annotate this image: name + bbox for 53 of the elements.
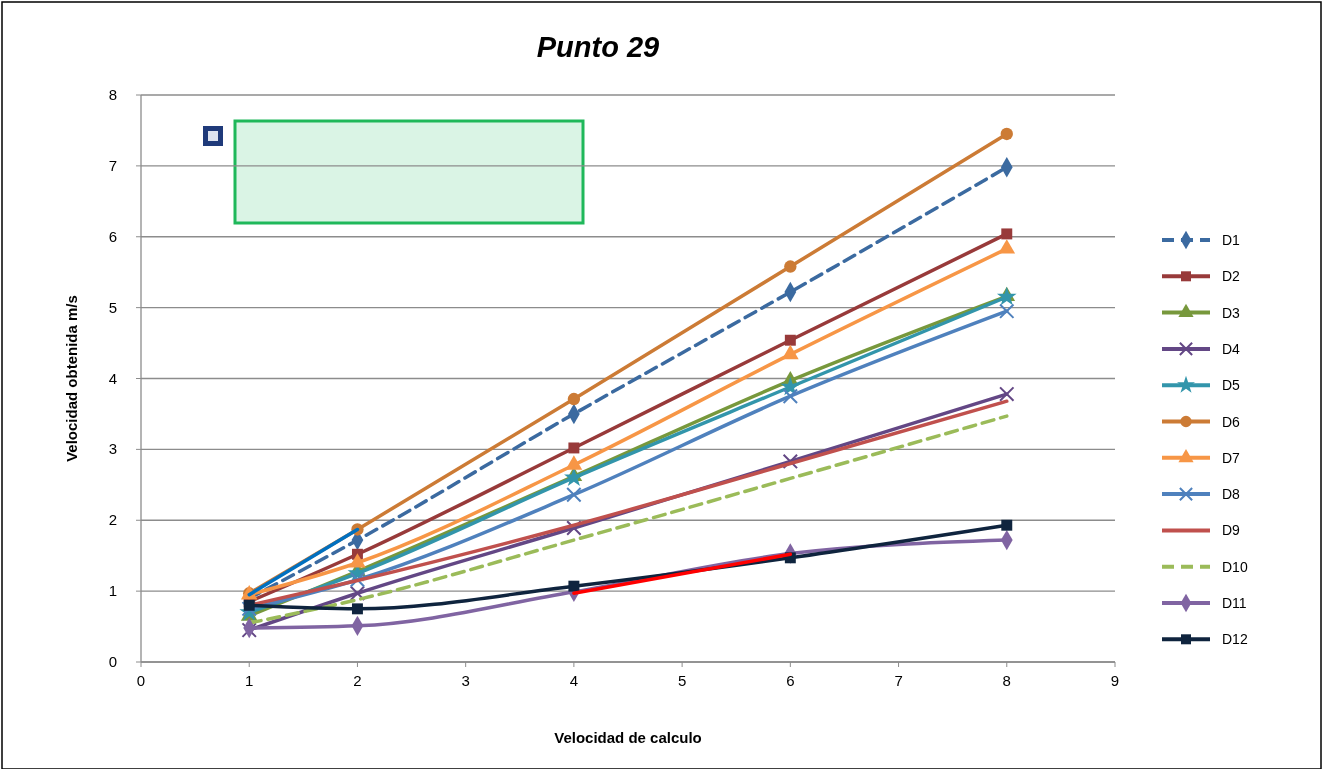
legend-label: D8 [1222, 486, 1241, 503]
point [784, 334, 796, 346]
y-tick-label: 4 [108, 369, 117, 387]
y-tick-label: 8 [108, 86, 117, 103]
legend-label: D3 [1222, 304, 1241, 321]
y-tick-label: 6 [108, 227, 117, 245]
y-tick-label: 7 [108, 156, 117, 174]
y-axis-title: Velocidad obtenida m/s [63, 295, 80, 462]
y-tick-label: 1 [108, 582, 117, 600]
point [351, 603, 363, 615]
legend-label: D4 [1222, 340, 1241, 357]
legend-label: D12 [1222, 631, 1248, 648]
point [1001, 228, 1013, 240]
x-tick-label: 9 [1110, 672, 1120, 689]
x-tick-label: 3 [461, 672, 470, 689]
y-tick-label: 0 [108, 653, 117, 670]
x-axis-title: Velocidad de calculo [554, 729, 702, 746]
chart-title: Punto 29 [536, 31, 660, 63]
point [1000, 127, 1013, 141]
point [568, 442, 580, 454]
point [999, 303, 1015, 319]
legend-label: D6 [1222, 413, 1241, 430]
point [1001, 519, 1013, 531]
point [349, 585, 366, 601]
x-tick-label: 1 [245, 672, 254, 689]
point [564, 467, 584, 487]
y-tick-label: 2 [108, 511, 117, 529]
point [566, 520, 582, 536]
point [567, 392, 581, 406]
y-tick-label: 5 [108, 298, 117, 316]
x-tick-label: 8 [1002, 672, 1011, 689]
point [566, 487, 582, 503]
legend-label: D11 [1222, 595, 1247, 611]
point [999, 386, 1015, 402]
x-tick-label: 7 [894, 672, 903, 689]
x-tick-label: 5 [677, 672, 687, 689]
x-tick-label: 2 [353, 672, 362, 689]
x-tick-label: 6 [786, 672, 795, 689]
legend-label: D5 [1222, 377, 1241, 394]
point [782, 388, 799, 404]
point [241, 622, 257, 638]
legend-label: D2 [1222, 268, 1241, 285]
legend-label: D9 [1222, 522, 1241, 539]
legend-label: D10 [1222, 558, 1248, 575]
legend-label: D1 [1222, 232, 1241, 248]
y-tick-label: 3 [108, 440, 117, 458]
legend-label: D7 [1222, 449, 1241, 466]
point [784, 260, 797, 273]
x-tick-label: 0 [136, 672, 146, 689]
point [568, 580, 580, 592]
point [349, 572, 366, 588]
point [782, 453, 799, 470]
x-tick-label: 4 [569, 672, 579, 689]
